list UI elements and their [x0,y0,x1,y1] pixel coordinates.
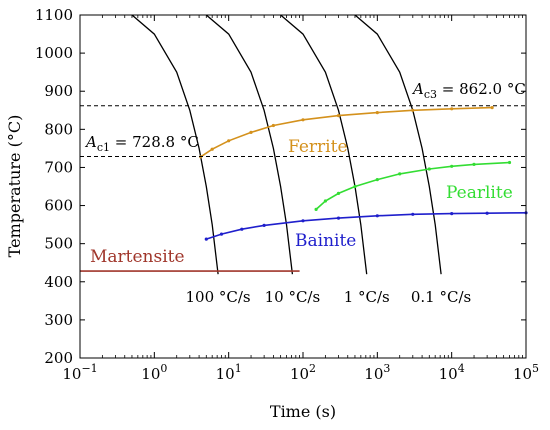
ferrite-point [411,108,415,112]
y-tick-label: 200 [44,349,73,367]
y-tick-label: 700 [44,158,73,176]
cooling-curves [131,15,442,275]
y-tick-label: 900 [44,82,73,100]
martensite-label: Martensite [90,247,185,267]
ferrite-point [490,106,494,110]
ferrite-point [375,111,379,115]
bainite-point [450,212,454,216]
pearlite-point [323,199,327,203]
ferrite-point [271,123,275,128]
bainite-point [301,219,305,223]
pearlite-point [450,164,454,168]
ferrite-point [210,147,214,151]
reference-lines [80,105,526,157]
annotations: 100 °C/s 10 °C/s 1 °C/s 0.1 °C/s Ferrite Pear… [84,80,526,306]
bainite-point [204,237,208,241]
cooling-rate-label: 0.1 °C/s [411,288,471,306]
cooling-curve-1-c-s [280,15,368,275]
cooling-curve-10-c-s [205,15,294,275]
bainite-point [336,216,341,220]
ferrite-point [450,107,454,111]
y-tick-label: 1000 [35,44,73,62]
cooling-curve-0-1-c-s [354,15,442,275]
bainite-point [485,211,489,215]
y-tick-label: 800 [44,120,73,138]
y-tick-label: 400 [44,273,73,291]
pearlite-point [398,172,402,176]
pearlite-curve [315,161,510,210]
pearlite-point [353,184,357,189]
ferrite-point [249,130,253,134]
phase-curves [80,106,528,272]
ferrite-point [301,118,305,122]
pearlite-point [427,167,431,171]
y-tick-label: 500 [44,235,73,253]
y-tick-label: 300 [44,311,73,329]
bainite-point [411,212,415,216]
y-axis-title: Temperature (°C) [5,115,24,258]
cooling-rate-label: 10 °C/s [265,288,321,306]
pearlite-point [375,178,379,182]
x-axis-title: Time (s) [270,402,336,421]
ferrite-label: Ferrite [288,137,348,157]
cooling-rate-label: 1 °C/s [344,288,390,306]
bainite-label: Bainite [295,231,356,251]
pearlite-point [314,207,318,211]
y-tick-label: 600 [44,197,73,215]
bainite-point [375,214,379,218]
y-tick-label: 1100 [35,6,73,24]
bainite-point [262,223,266,227]
pearlite-label: Pearlite [446,183,513,203]
cooling-rate-label: 100 °C/s [185,288,250,306]
ferrite-point [336,114,341,118]
reference-label-c1: Ac1 = 728.8 °C [84,133,199,154]
bainite-point [240,227,244,231]
pearlite-point [472,162,476,166]
ferrite-point [227,139,231,143]
pearlite-point [507,160,512,165]
bainite-point [219,232,224,236]
cooling-curve-100-c-s [131,15,219,275]
reference-label-c3: Ac3 = 862.0 °C [411,80,526,101]
pearlite-point [336,191,341,195]
